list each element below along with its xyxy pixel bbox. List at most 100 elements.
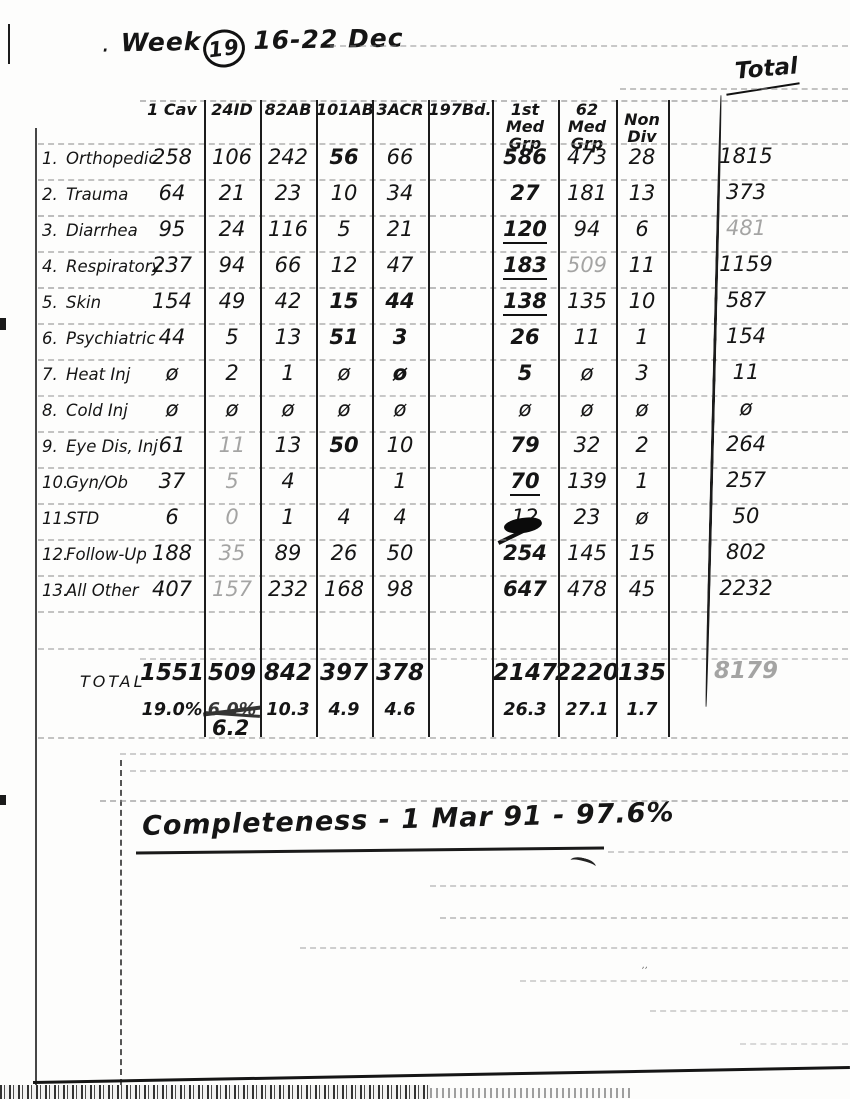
table-cell: 242 [260,147,316,168]
percent-cell: 27.1 [558,701,616,720]
table-cell-text: 32 [573,433,601,457]
table-cell-text: 1 [281,361,295,385]
table-cell-text: 44 [158,325,186,349]
table-cell-text: 12 [330,253,358,277]
table-cell-text: ø [165,361,179,385]
table-row-label: 8. Cold Inj [42,401,128,420]
table-cell-text: 23 [274,181,302,205]
row-total-cell: 257 [698,470,794,491]
row-category: Orthopedic [66,149,158,168]
table-cell-text: 5 [225,325,239,349]
percent-cell-text: 19.0% [141,700,203,720]
row-total-cell-text: 1159 [719,252,773,276]
total-row-cell: 2147 [492,662,558,685]
table-cell: 49 [204,291,260,312]
table-cell-text: 49 [218,289,246,313]
ruled-line [38,359,848,361]
ruled-line [740,1043,848,1045]
percent-cell: 19.0% [140,700,204,720]
table-cell: 509 [558,255,616,276]
table-cell-text: 5 [517,361,533,385]
percent-cell-text: 6.0% [207,700,257,720]
table-cell: 258 [140,147,204,168]
table-cell-text: 2 [635,433,649,457]
table-cell-text: ø [580,361,594,385]
grand-total-cell-text: 8179 [713,658,778,684]
table-cell-text: 138 [503,291,547,316]
table-cell: 64 [140,183,204,204]
table-cell-text: 139 [566,469,608,493]
table-cell: 15 [616,543,668,564]
table-cell-text: 37 [158,469,186,493]
table-cell: 168 [316,579,372,600]
table-row-label: 2. Trauma [42,185,128,204]
percent-cell: 6.0% [204,700,260,720]
table-cell-text: 473 [566,145,608,169]
column-line [492,100,494,737]
ruled-line [100,800,848,802]
left-margin-line [35,128,37,1085]
column-header-text: 101AB [316,100,374,119]
column-header-text: 197Bd. [428,100,492,119]
table-cell-text: 44 [385,289,415,313]
total-row-cell-text: 397 [319,660,368,686]
row-total-cell: 154 [698,326,794,347]
table-cell: 11 [616,255,668,276]
column-line [260,100,262,737]
table-cell-text: 21 [386,217,414,241]
percent-cell-text: 10.3 [266,700,310,720]
row-total-cell: ø [698,398,794,419]
row-number: 8. [42,401,58,420]
table-cell: 13 [260,327,316,348]
ruled-line [120,753,848,755]
table-cell-text: 1 [393,469,407,493]
row-category: Follow-Up [66,545,147,564]
table-cell: 26 [492,327,558,348]
row-total-cell: 50 [698,506,794,527]
table-row-label: 9. Eye Dis, Inj [42,437,158,456]
ruled-line [440,917,848,919]
row-total-cell: 1815 [698,146,794,167]
ruled-line [38,737,848,739]
table-cell-text: 116 [267,217,309,241]
row-total-cell-text: ø [739,396,753,420]
column-header-text: 3ACR [376,100,424,119]
table-cell-text: 242 [267,145,309,169]
column-line [372,100,374,737]
total-row-cell: 397 [316,662,372,685]
total-row-label: TOTAL [80,672,146,691]
lower-margin-line [120,760,122,1085]
table-cell: 1 [260,507,316,528]
table-cell: 1 [372,471,428,492]
total-row-cell: 842 [260,662,316,685]
table-cell: 473 [558,147,616,168]
table-cell-text: ø [392,361,408,385]
table-cell: 51 [316,327,372,348]
table-cell: 11 [558,327,616,348]
table-row-label: 6. Psychiatric [42,329,155,348]
table-cell: 139 [558,471,616,492]
table-cell: 407 [140,579,204,600]
table-cell-text: 10 [330,181,358,205]
table-cell: ø [372,399,428,420]
ruled-line [140,100,848,102]
table-cell-text: 10 [628,289,656,313]
ruled-line [38,143,848,145]
table-cell: 13 [616,183,668,204]
scan-speck: ,, [642,960,649,971]
table-cell-text: 47 [386,253,414,277]
table-cell: 98 [372,579,428,600]
table-cell-text: 0 [225,505,239,529]
total-row-cell: 509 [204,662,260,685]
table-cell: ø [492,399,558,420]
table-cell: 6 [616,219,668,240]
table-cell-text: ø [635,397,649,421]
table-cell: 116 [260,219,316,240]
ruled-line [38,503,848,505]
table-cell-text: 35 [218,541,246,565]
table-cell-text: 232 [267,577,309,601]
table-cell: ø [260,399,316,420]
edge-tick [0,795,6,805]
edge-tick [0,318,6,330]
table-cell: 42 [260,291,316,312]
